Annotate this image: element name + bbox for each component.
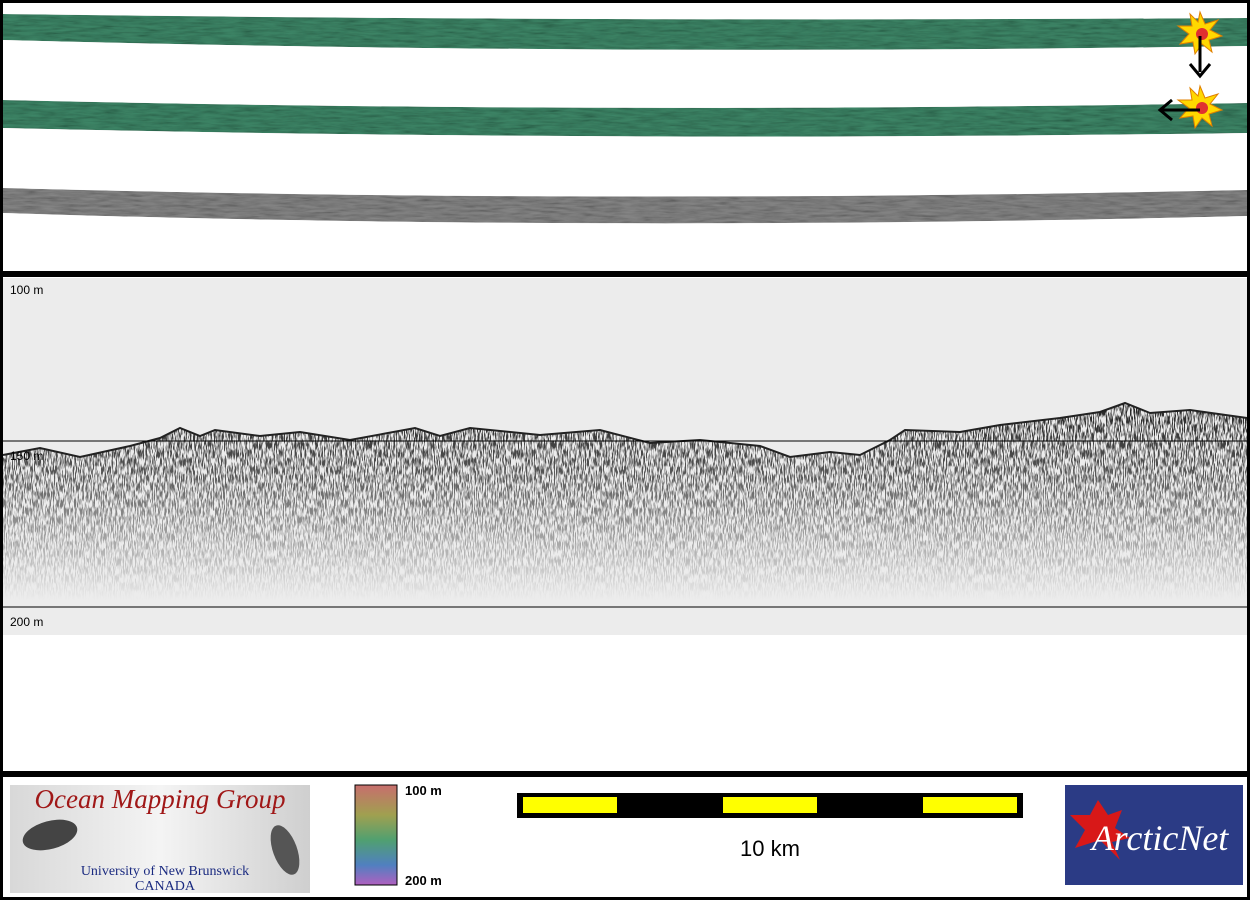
arcticnet-title: ArcticNet [1090, 818, 1230, 858]
ship-markers [1157, 10, 1224, 130]
swath-1 [3, 14, 1247, 50]
omg-university: University of New Brunswick [81, 864, 249, 879]
scale-label: 10 km [740, 836, 800, 861]
swath-3 [3, 188, 1247, 224]
depth-label: 200 m [10, 615, 43, 629]
sediment [3, 403, 1247, 600]
arcticnet-logo: ArcticNet [1065, 785, 1243, 885]
swath-2 [3, 100, 1247, 137]
depth-label: 150 m [10, 449, 43, 463]
scale-bar [517, 793, 1023, 818]
omg-country: CANADA [135, 879, 196, 894]
omg-logo: Ocean Mapping Group University of New Br… [10, 784, 310, 894]
omg-title: Ocean Mapping Group [35, 784, 286, 814]
color-scale [354, 784, 398, 886]
seafloor [2, 401, 1248, 459]
legend-label: 200 m [405, 873, 442, 888]
legend-label: 100 m [405, 783, 442, 798]
depth-label: 100 m [10, 283, 43, 297]
